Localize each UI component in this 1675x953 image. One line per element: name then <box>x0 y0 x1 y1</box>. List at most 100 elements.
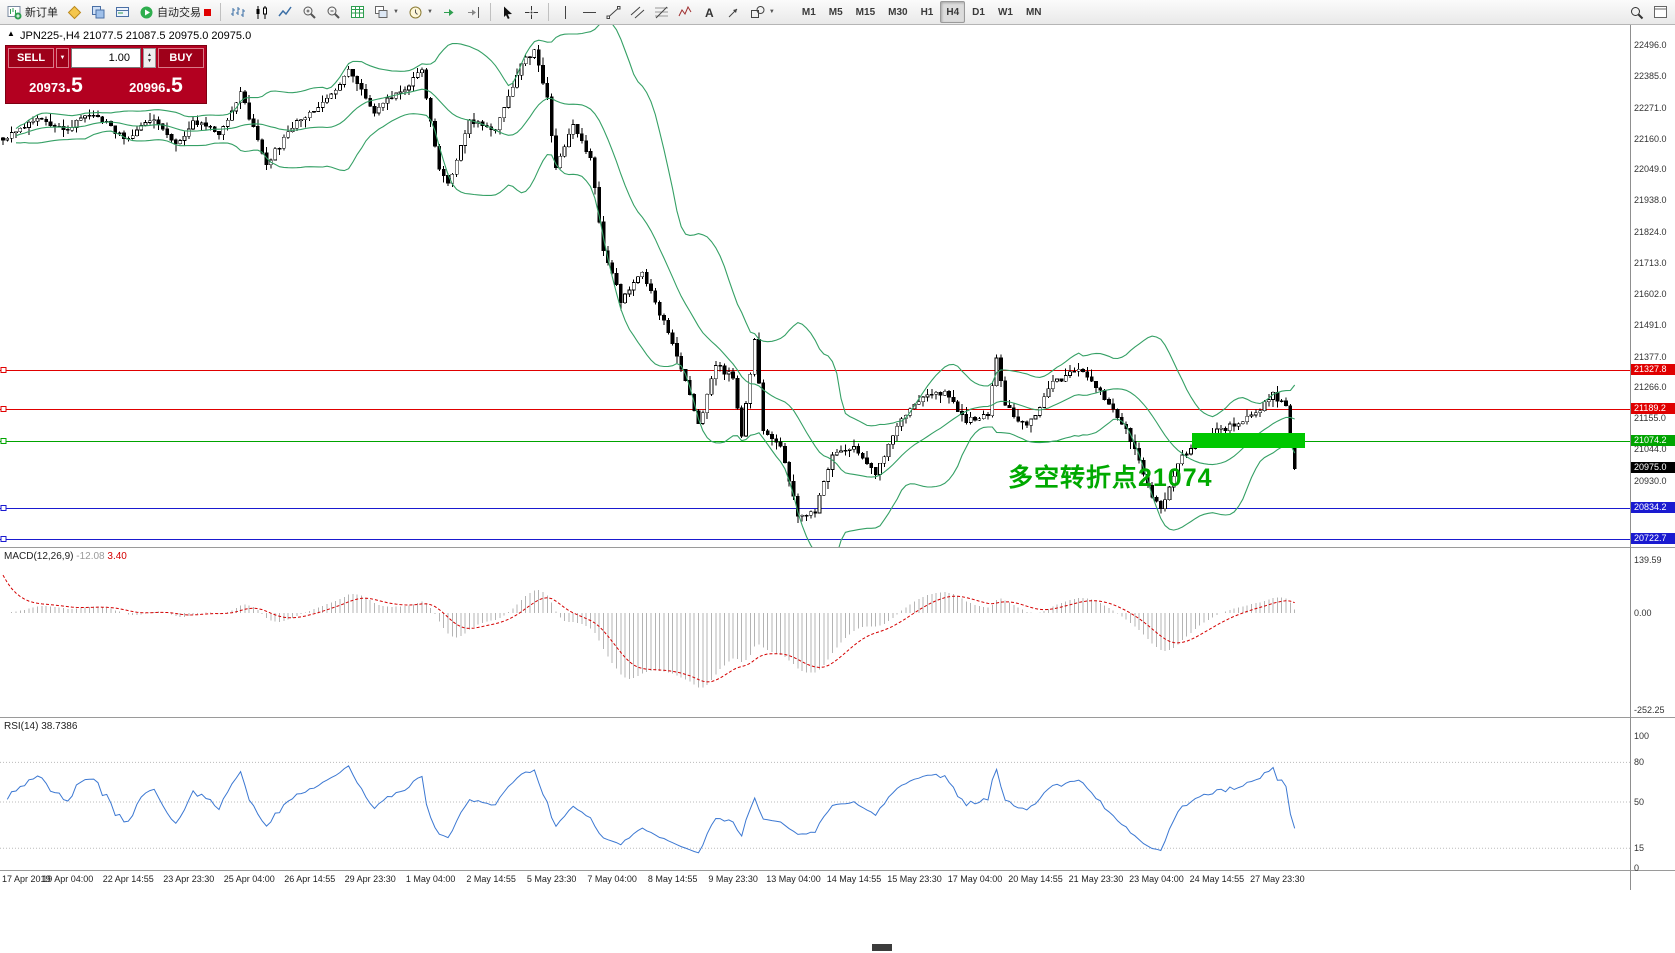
buy-button[interactable]: BUY <box>158 48 204 68</box>
arrow-icon <box>728 8 738 17</box>
price-axis[interactable]: 22496.0 22385.0 22271.0 22160.0 22049.0 21938… <box>1631 25 1675 890</box>
rsi-label: RSI(14) 38.7386 <box>4 721 77 732</box>
new-chart-icon <box>351 5 364 18</box>
panel-splitter[interactable] <box>0 870 1675 871</box>
horizontal-line-tool-button[interactable] <box>578 1 601 23</box>
spinner-down-icon[interactable]: ▼ <box>147 58 152 64</box>
wave-tool-button[interactable] <box>674 1 697 23</box>
macd-histogram <box>6 589 1296 688</box>
level-lines <box>0 367 1630 542</box>
timeframe-h1[interactable]: H1 <box>915 1 940 23</box>
main-chart[interactable] <box>0 25 1630 547</box>
one-click-prices: 20973.5 20996.5 <box>6 70 206 101</box>
axis-label: 100 <box>1634 731 1650 741</box>
date-axis-label: 21 May 23:30 <box>1068 874 1124 884</box>
text-tool-button[interactable]: A <box>698 1 721 23</box>
axis-label: 80 <box>1634 757 1645 768</box>
buy-price[interactable]: 20996.5 <box>129 73 183 97</box>
timeframe-m1[interactable]: M1 <box>796 1 822 23</box>
channel-tool-button[interactable] <box>626 1 649 23</box>
date-axis-label: 8 May 14:55 <box>647 874 698 884</box>
shapes-icon <box>750 5 765 18</box>
terminal-button[interactable] <box>111 1 134 23</box>
bar-chart-button[interactable] <box>226 1 249 23</box>
svg-text:A: A <box>705 6 714 20</box>
spinner-up-icon[interactable]: ▲ <box>147 52 152 58</box>
crosshair-button[interactable] <box>520 1 543 23</box>
date-axis-label: 7 May 04:00 <box>587 874 637 884</box>
zoom-in-button[interactable] <box>298 1 321 23</box>
volume-dropdown-button[interactable]: ▼ <box>56 48 69 68</box>
layouts-button[interactable] <box>63 1 86 23</box>
axis-label: 21824.0 <box>1634 227 1667 238</box>
axis-label: 22496.0 <box>1634 40 1667 50</box>
rsi-name: RSI(14) <box>4 721 39 732</box>
profiles-button[interactable] <box>87 1 110 23</box>
fibonacci-tool-button[interactable] <box>650 1 673 23</box>
date-axis-label: 13 May 04:00 <box>766 874 821 884</box>
axis-label: 20930.0 <box>1634 475 1667 486</box>
window-list-button[interactable] <box>1649 1 1672 23</box>
panel-splitter[interactable] <box>0 547 1675 548</box>
line-chart-icon <box>278 6 292 16</box>
arrow-tool-button[interactable] <box>722 1 745 23</box>
autoscroll-button[interactable] <box>438 1 461 23</box>
timeframe-group: M1 M5 M15 M30 H1 H4 D1 W1 MN <box>796 1 1048 23</box>
timeframe-m30[interactable]: M30 <box>882 1 913 23</box>
axis-label: 21938.0 <box>1634 195 1667 206</box>
level-handle <box>0 536 7 542</box>
zoom-out-icon <box>327 6 340 19</box>
candlestick-chart-button[interactable] <box>250 1 273 23</box>
volume-spinner[interactable]: ▲ ▼ <box>143 48 156 68</box>
toolbar-separator <box>220 3 221 21</box>
toolbar: 新订单 自动交易 ▼ ▼ <box>0 0 1675 25</box>
bb-lower <box>15 113 1296 547</box>
zoom-out-button[interactable] <box>322 1 345 23</box>
candles <box>1 44 1297 523</box>
rsi-panel[interactable] <box>0 718 1630 870</box>
panel-splitter[interactable] <box>0 717 1675 718</box>
shapes-tool-button[interactable]: ▼ <box>746 1 779 23</box>
sell-price[interactable]: 20973.5 <box>29 73 83 97</box>
date-axis[interactable]: 17 Apr 2019 19 Apr 04:00 22 Apr 14:55 23 Ap… <box>0 872 1630 890</box>
trendline-tool-button[interactable] <box>602 1 625 23</box>
timeframe-w1[interactable]: W1 <box>992 1 1019 23</box>
axis-label: 21377.0 <box>1634 351 1667 362</box>
timeframe-h4[interactable]: H4 <box>940 1 966 23</box>
line-chart-button[interactable] <box>274 1 297 23</box>
h-scrollbar-thumb[interactable] <box>872 944 892 951</box>
timeframe-mn[interactable]: MN <box>1020 1 1048 23</box>
period-button[interactable]: ▼ <box>404 1 437 23</box>
macd-panel[interactable] <box>0 548 1630 717</box>
one-click-collapse[interactable]: ▲ <box>7 29 15 38</box>
date-axis-label: 27 May 23:30 <box>1250 874 1305 884</box>
rsi-value: 38.7386 <box>41 721 78 732</box>
autotrade-button[interactable]: 自动交易 <box>135 1 215 23</box>
sell-button[interactable]: SELL <box>8 48 54 68</box>
channel-icon <box>630 6 645 18</box>
arrange-windows-button[interactable]: ▼ <box>370 1 403 23</box>
search-button[interactable] <box>1625 1 1648 23</box>
annotation-text: 多空转折点21074 <box>1008 464 1213 492</box>
timeframe-m15[interactable]: M15 <box>850 1 881 23</box>
axis-label: 21713.0 <box>1634 257 1667 268</box>
volume-input[interactable] <box>71 48 141 68</box>
timeframe-d1[interactable]: D1 <box>966 1 991 23</box>
clock-icon <box>409 6 422 18</box>
macd-name: MACD(12,26,9) <box>4 551 74 562</box>
axis-label: 15 <box>1634 843 1645 854</box>
timeframe-m5[interactable]: M5 <box>823 1 849 23</box>
date-axis-label: 5 May 23:30 <box>526 874 577 884</box>
chart-shift-button[interactable] <box>462 1 485 23</box>
level-handle <box>0 406 7 412</box>
autotrade-label: 自动交易 <box>157 7 201 19</box>
date-axis-label: 23 Apr 23:30 <box>163 874 215 884</box>
vertical-line-tool-button[interactable] <box>554 1 577 23</box>
cursor-button[interactable] <box>496 1 519 23</box>
axis-label: 21602.0 <box>1634 288 1667 299</box>
price-level-tag: 21327.8 <box>1631 364 1675 376</box>
macd-value: -12.08 <box>76 551 105 562</box>
new-order-button[interactable]: 新订单 <box>3 1 62 23</box>
new-chart-button[interactable] <box>346 1 369 23</box>
